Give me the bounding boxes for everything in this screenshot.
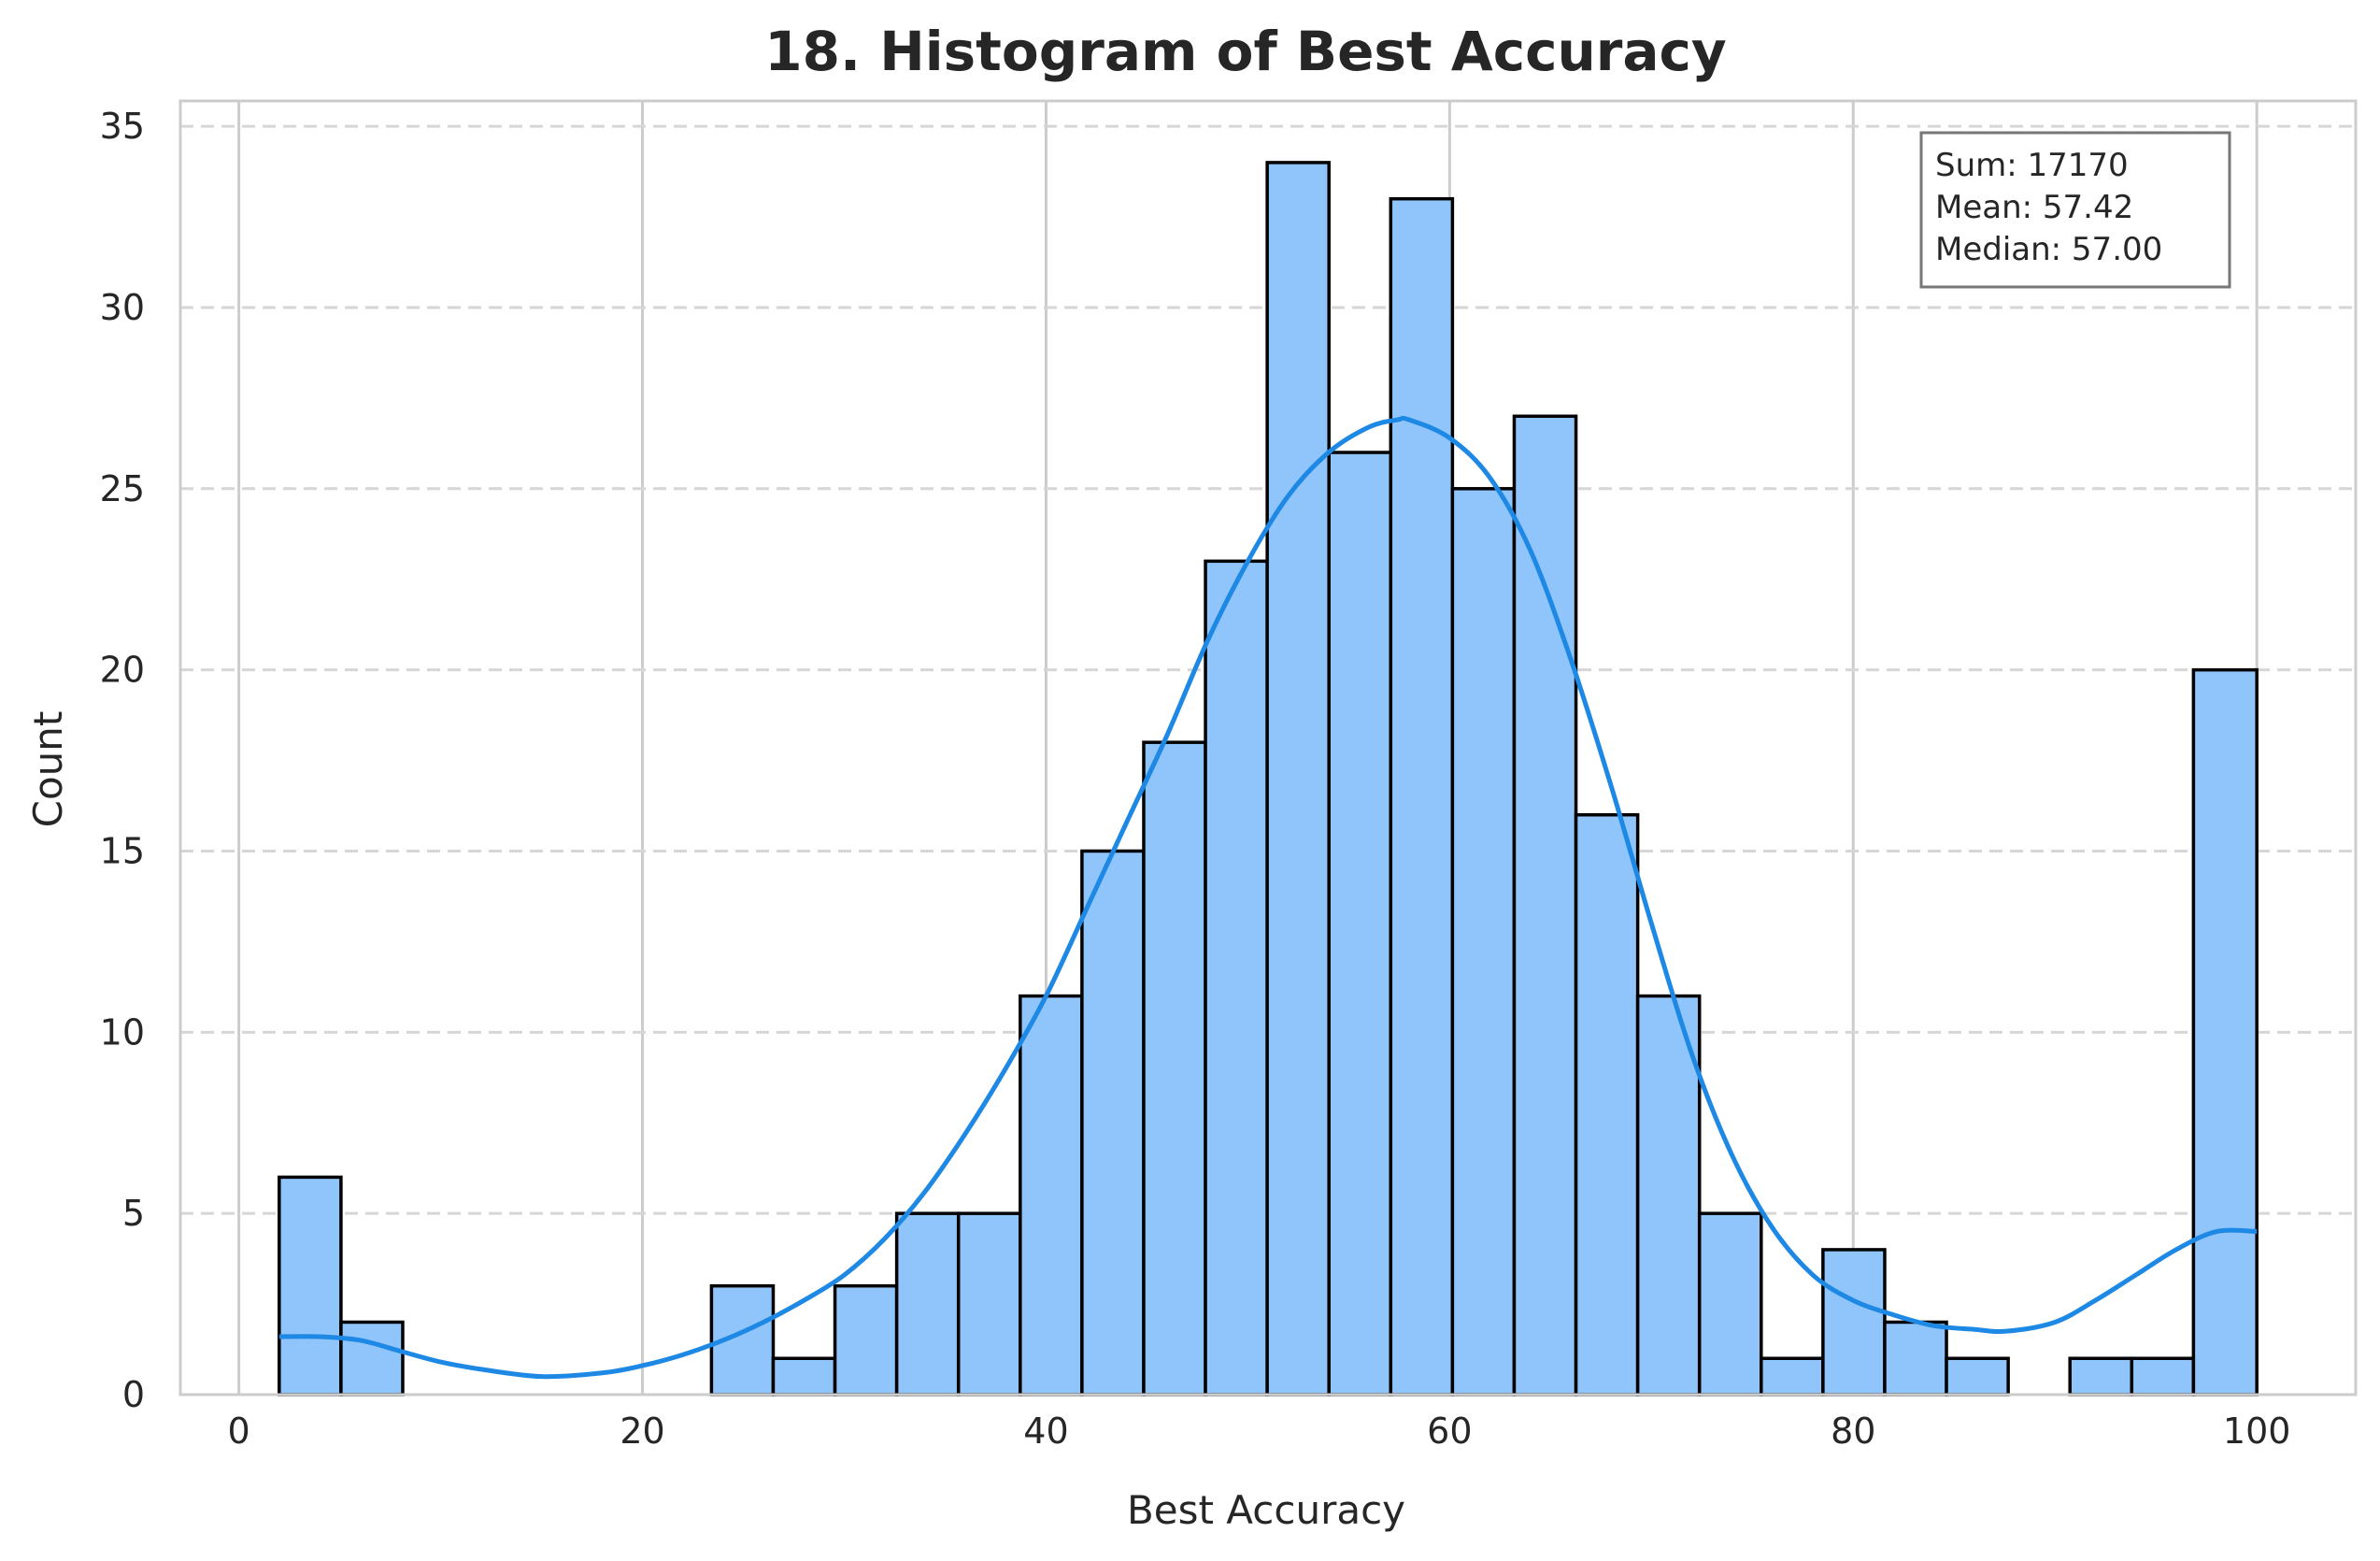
histogram-bar-1 <box>339 1320 405 1396</box>
histogram-bar-9 <box>833 1283 899 1396</box>
histogram-bar-18 <box>1389 196 1455 1396</box>
y-tick-label-10: 10 <box>100 1011 145 1053</box>
stats-median: Median: 57.00 <box>1935 231 2162 268</box>
y-tick-label-20: 20 <box>100 650 145 691</box>
y-tick-label-35: 35 <box>100 106 145 147</box>
stats-mean: Mean: 57.42 <box>1935 189 2133 226</box>
histogram-bar-23 <box>1697 1211 1763 1396</box>
stats-box-frame <box>1919 131 2231 289</box>
y-axis-label: Count <box>25 711 71 828</box>
histogram-bar-21 <box>1574 812 1640 1396</box>
histogram-bar-29 <box>2068 1356 2134 1396</box>
histogram-bar-19 <box>1450 487 1517 1396</box>
x-tick-label-80: 80 <box>1831 1411 1875 1452</box>
histogram-bar-10 <box>894 1211 961 1396</box>
y-tick-label-25: 25 <box>100 468 145 509</box>
y-tick-label-5: 5 <box>122 1193 145 1234</box>
histogram-bar-16 <box>1265 161 1331 1396</box>
y-tick-label-15: 15 <box>100 830 145 871</box>
grid-lines <box>180 101 2356 1395</box>
x-tick-label-60: 60 <box>1427 1411 1472 1452</box>
stats-sum: Sum: 17170 <box>1935 147 2129 184</box>
histogram-bar-20 <box>1512 414 1578 1396</box>
histogram-bar-8 <box>771 1356 837 1396</box>
x-axis-ticks: 0 20 40 60 80 100 <box>228 1411 2291 1452</box>
histogram-bar-15 <box>1204 559 1269 1396</box>
histogram-bar-14 <box>1142 740 1207 1396</box>
histogram-bar-12 <box>1019 994 1084 1396</box>
histogram-bar-0 <box>278 1175 343 1396</box>
histogram-bar-25 <box>1821 1248 1887 1396</box>
chart-title: 18. Histogram of Best Accuracy <box>764 20 1726 83</box>
kde-curve <box>278 415 2258 1380</box>
histogram-bar-24 <box>1760 1356 1825 1396</box>
histogram-bar-11 <box>956 1211 1022 1396</box>
histogram-bar-26 <box>1883 1320 1948 1396</box>
histogram-bar-27 <box>1945 1356 2010 1396</box>
histogram-bar-13 <box>1080 849 1146 1396</box>
histogram-bar-22 <box>1635 994 1702 1396</box>
x-axis-label: Best Accuracy <box>1127 1487 1405 1533</box>
y-axis-ticks: 0 5 10 15 20 25 30 35 <box>100 106 145 1415</box>
y-tick-label-30: 30 <box>100 287 145 328</box>
stats-box: Sum: 17170 Mean: 57.42 Median: 57.00 <box>1919 131 2231 289</box>
x-tick-label-0: 0 <box>228 1411 250 1452</box>
histogram-bar-30 <box>2130 1356 2196 1396</box>
kde-line <box>278 415 2258 1380</box>
x-tick-label-20: 20 <box>620 1411 664 1452</box>
histogram-bar-31 <box>2191 667 2259 1396</box>
histogram-bar-17 <box>1327 451 1393 1396</box>
plot-frame <box>178 99 2358 1396</box>
x-tick-label-100: 100 <box>2223 1411 2291 1452</box>
x-tick-label-40: 40 <box>1023 1411 1068 1452</box>
y-tick-label-0: 0 <box>122 1374 145 1415</box>
